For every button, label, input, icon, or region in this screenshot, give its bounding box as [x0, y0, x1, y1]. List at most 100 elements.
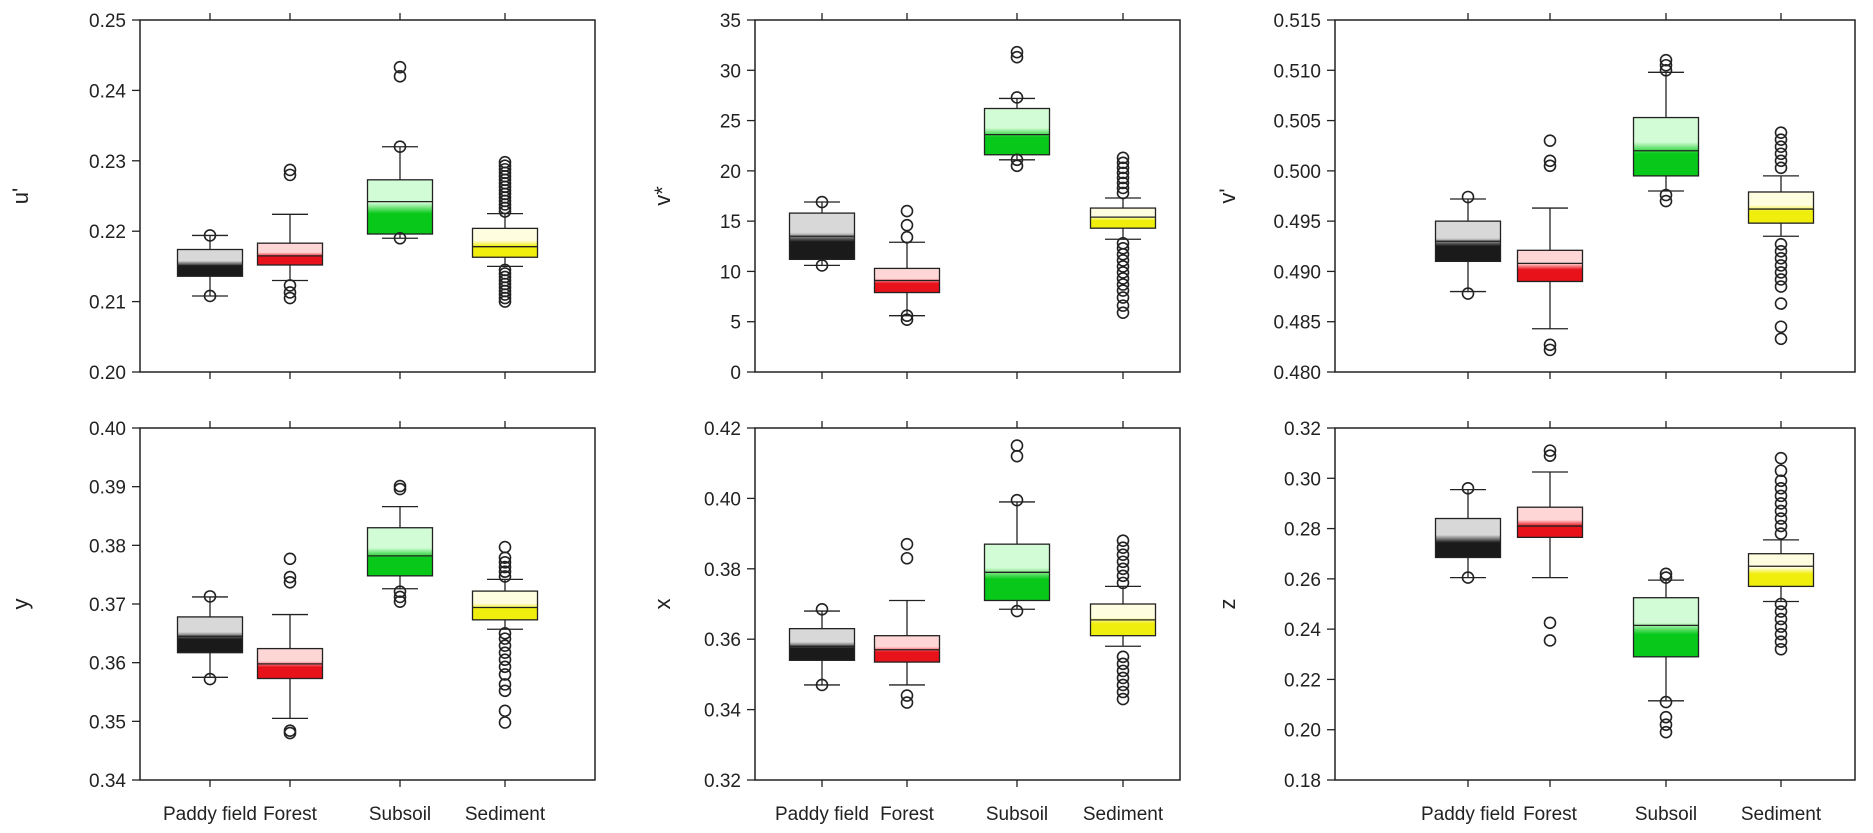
outlier-subsoil	[1659, 571, 1673, 584]
outlier-sediment	[1116, 657, 1130, 671]
outlier-sediment	[1116, 278, 1130, 291]
outlier-subsoil	[393, 140, 407, 154]
outlier-sediment	[498, 632, 512, 645]
outlier-subsoil	[393, 590, 407, 604]
y-tick-label: 0.26	[1284, 570, 1321, 591]
x-tick-label: Subsoil	[1635, 804, 1697, 825]
outlier-sediment	[1116, 156, 1130, 170]
y-tick-label: 0.38	[704, 560, 741, 581]
outlier-forest	[900, 551, 914, 565]
y-tick-label: 5	[730, 313, 741, 334]
outlier-sediment	[498, 270, 512, 284]
outlier-paddy-field	[1461, 482, 1475, 495]
outlier-sediment	[1774, 642, 1788, 656]
y-tick-label: 0.480	[1273, 363, 1321, 384]
outlier-subsoil	[1010, 604, 1024, 618]
outlier-sediment	[1116, 260, 1130, 273]
outlier-sediment	[1116, 692, 1130, 706]
outlier-subsoil	[393, 585, 407, 598]
outlier-forest	[900, 230, 914, 244]
outlier-subsoil	[1010, 449, 1024, 463]
outlier-forest	[900, 204, 914, 218]
outlier-sediment	[1116, 541, 1130, 554]
outlier-paddy-field	[203, 590, 217, 603]
plot-frame	[139, 19, 596, 373]
outlier-sediment	[498, 540, 512, 554]
outlier-sediment	[1774, 154, 1788, 168]
y-tick-label: 0.40	[704, 489, 741, 510]
box-sediment	[1747, 191, 1815, 224]
plot-frame	[1334, 19, 1856, 373]
x-tick-label: Sediment	[465, 804, 546, 825]
outlier-sediment	[1116, 186, 1130, 200]
plot-frame	[1334, 427, 1856, 781]
y-tick-label: 0.36	[89, 654, 126, 675]
outlier-paddy-field	[815, 602, 829, 616]
box-subsoil	[366, 527, 434, 577]
outlier-sediment	[1774, 140, 1788, 154]
outlier-forest	[900, 537, 914, 551]
outlier-sediment	[1774, 133, 1788, 146]
outlier-sediment	[1774, 597, 1788, 611]
y-tick-label: 0.42	[704, 419, 741, 440]
outlier-forest	[283, 291, 297, 305]
y-tick-label: 0.32	[704, 771, 741, 792]
y-axis-label: y	[8, 599, 33, 610]
outlier-subsoil	[1010, 439, 1024, 452]
outlier-subsoil	[1659, 53, 1673, 67]
y-tick-label: 35	[720, 11, 741, 32]
y-tick-label: 0.38	[89, 536, 126, 557]
outlier-sediment	[1774, 320, 1788, 334]
outlier-subsoil	[1010, 493, 1024, 507]
outlier-subsoil	[1010, 153, 1024, 167]
box-subsoil	[983, 107, 1051, 156]
outlier-sediment	[1774, 620, 1788, 633]
outlier-sediment	[1774, 259, 1788, 272]
outlier-paddy-field	[815, 195, 829, 209]
outlier-forest	[900, 689, 914, 702]
outlier-sediment	[498, 716, 512, 729]
outlier-sediment	[1116, 266, 1130, 279]
outlier-subsoil	[393, 231, 407, 245]
y-tick-label: 20	[720, 162, 741, 183]
outlier-sediment	[498, 639, 512, 652]
box-paddy-field	[1434, 517, 1502, 559]
outlier-sediment	[1774, 451, 1788, 465]
outlier-sediment	[498, 560, 512, 574]
outlier-forest	[283, 286, 297, 299]
outlier-sediment	[1116, 236, 1130, 250]
y-tick-label: 0.37	[89, 595, 126, 616]
outlier-forest	[900, 218, 914, 232]
chart-panel-3: 0.480 0.485 0.490 0.495 0.500 0.505 0.510 0.515…	[1215, 11, 1856, 384]
y-tick-label: 0.34	[89, 771, 126, 792]
outlier-sediment	[1774, 297, 1788, 310]
y-axis-label: u'	[8, 188, 33, 204]
outlier-sediment	[498, 267, 512, 280]
chart-panel-2: 0 5 10 15 20 25 30 35 v*	[650, 11, 1181, 384]
outlier-sediment	[1116, 161, 1130, 175]
outlier-sediment	[1774, 497, 1788, 510]
y-tick-label: 0.505	[1273, 112, 1321, 133]
box-subsoil	[366, 179, 434, 235]
outlier-subsoil	[1659, 695, 1673, 709]
x-tick-label: Subsoil	[986, 804, 1048, 825]
outlier-sediment	[1116, 284, 1130, 297]
outlier-forest	[1543, 449, 1557, 462]
y-tick-label: 0.34	[704, 701, 741, 722]
box-forest	[1516, 249, 1584, 283]
box-paddy-field	[176, 248, 244, 277]
y-tick-label: 10	[720, 262, 741, 283]
outlier-forest	[283, 570, 297, 584]
outlier-sediment	[1774, 627, 1788, 641]
outlier-paddy-field	[815, 259, 829, 272]
outlier-sediment	[1116, 534, 1130, 547]
outlier-sediment	[1116, 650, 1130, 664]
outlier-sediment	[1116, 548, 1130, 562]
box-forest	[256, 242, 324, 266]
outlier-forest	[1543, 154, 1557, 168]
outlier-sediment	[1774, 464, 1788, 478]
outlier-sediment	[1116, 671, 1130, 685]
outlier-forest	[900, 309, 914, 322]
y-tick-label: 0.21	[89, 293, 126, 314]
